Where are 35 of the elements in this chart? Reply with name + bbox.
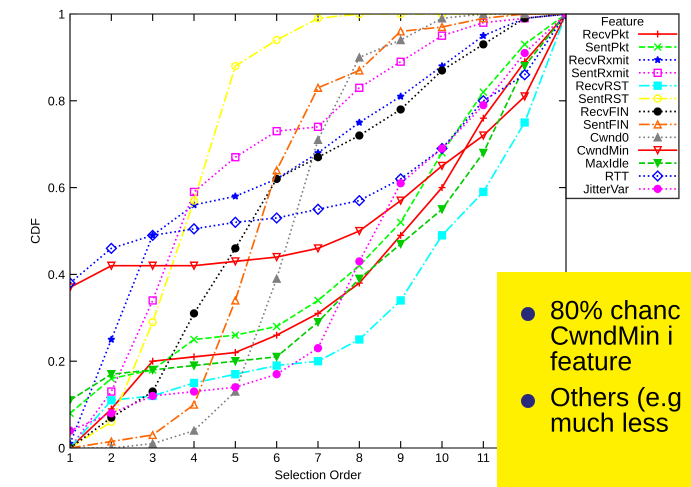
legend-label: RecvPkt	[583, 29, 629, 39]
y-axis-title: CDF	[30, 218, 40, 244]
y-tick-label: 0.6	[48, 183, 65, 192]
y-tick-label: 0.8	[48, 96, 65, 106]
x-tick-label: 9	[398, 453, 404, 462]
x-tick-label: 6	[274, 453, 280, 462]
x-tick-label: 5	[232, 453, 238, 462]
legend-label: SentFIN	[584, 120, 628, 129]
x-axis-title: Selection Order	[275, 470, 362, 480]
legend-label: SentRST	[578, 94, 629, 104]
y-tick-label: 0.2	[48, 357, 65, 366]
legend-label: RecvFIN	[581, 107, 628, 116]
annotation: 80% chanc CwndMin i feature	[550, 300, 680, 370]
legend-label: RecvRST	[576, 81, 629, 90]
x-tick-label: 4	[190, 453, 198, 462]
legend-label: JitterVar	[584, 184, 629, 194]
x-tick-label: 7	[315, 453, 321, 462]
x-tick-label: 10	[436, 453, 448, 462]
legend-label: RecvRxmit	[570, 55, 629, 64]
y-tick-label: 0	[58, 444, 65, 453]
legend-label: CwndMin	[577, 146, 628, 155]
legend-label: MaxIdle	[586, 158, 628, 168]
y-tick-label: 0.4	[48, 270, 65, 280]
annotation: Others (e.g much less	[551, 387, 680, 432]
legend-title: Feature	[602, 16, 644, 26]
x-tick-label: 11	[478, 453, 490, 462]
legend-label: SentRxmit	[572, 68, 629, 78]
legend-label: Cwnd0	[590, 132, 628, 142]
y-tick-label: 1	[59, 10, 65, 19]
x-tick-label: 8	[356, 453, 362, 462]
x-tick-label: 2	[108, 453, 114, 462]
legend-label: SentPkt	[586, 42, 629, 52]
x-tick-label: 1	[67, 453, 73, 462]
legend-label: RTT	[606, 172, 629, 180]
x-tick-label: 3	[150, 453, 156, 462]
